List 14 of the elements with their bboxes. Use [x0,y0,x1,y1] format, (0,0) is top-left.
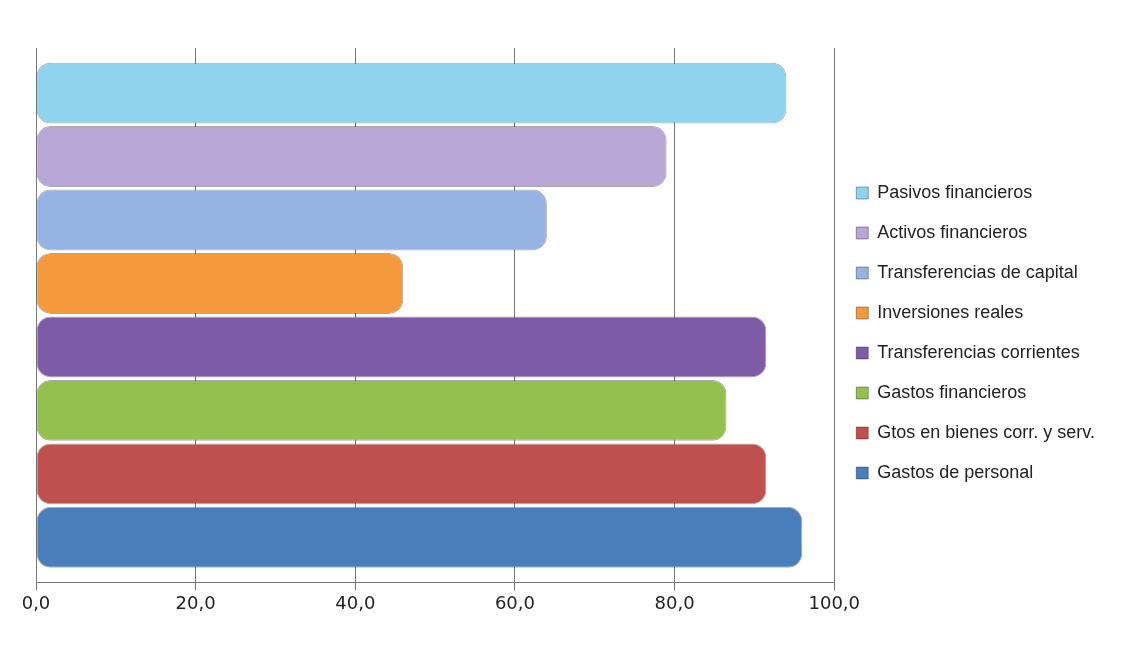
x-tick-label: 40,0 [335,591,376,613]
legend-label: Transferencias de capital [877,261,1078,282]
legend-label: Gtos en bienes corr. y serv. [877,421,1096,442]
x-tick-label: 20,0 [175,591,216,613]
legend-label: Gastos de personal [877,461,1034,482]
x-tick-label: 80,0 [654,591,695,613]
legend-label: Inversiones reales [877,301,1024,322]
x-tick-label: 100,0 [808,591,861,613]
legend-label: Gastos financieros [877,381,1027,402]
legend-label: Pasivos financieros [877,181,1033,202]
x-tick-label: 0,0 [21,591,51,613]
x-tick-label: 60,0 [494,591,535,613]
legend-label: Transferencias corrientes [877,341,1080,362]
legend-label: Activos financieros [877,221,1028,242]
